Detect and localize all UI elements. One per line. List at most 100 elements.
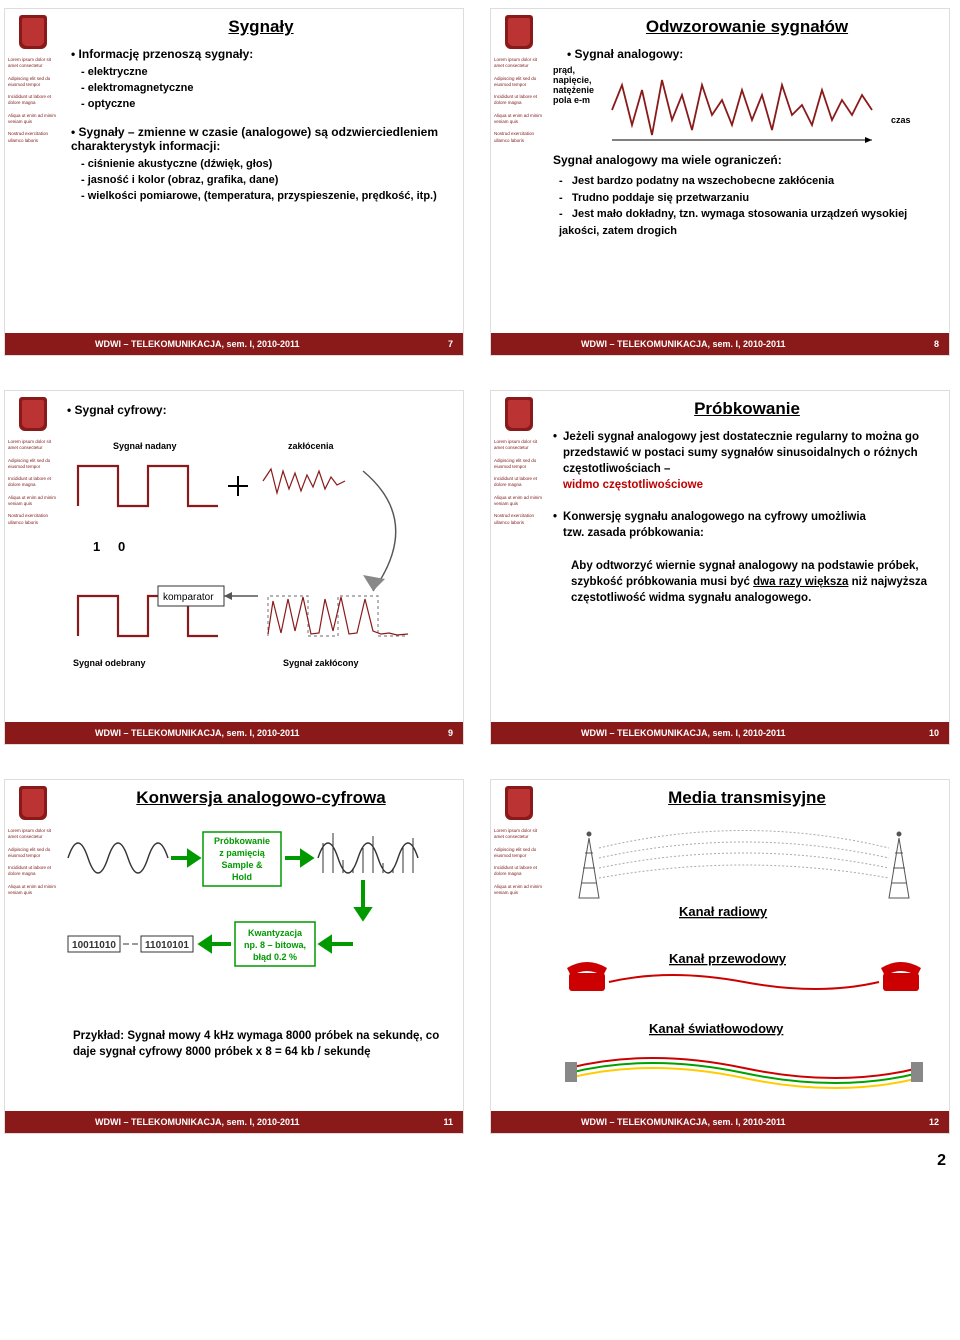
subhead: Sygnał cyfrowy: [67, 403, 459, 417]
slide-footer: WDWI – TELEKOMUNIKACJA, sem. I, 2010-201… [5, 333, 463, 355]
example-text: Przykład: Sygnał mowy 4 kHz wymaga 8000 … [63, 1028, 459, 1060]
tower-icon [579, 832, 599, 898]
slide-footer: WDWI – TELEKOMUNIKACJA, sem. I, 2010-201… [5, 1111, 463, 1133]
slide-9: Lorem ipsum dolor sit amet consectetur A… [4, 390, 464, 745]
slide-content: Media transmisyjne Kanał radi [549, 784, 945, 1111]
headline: Sygnały – zmienne w czasie (analogowe) s… [71, 125, 459, 153]
phone-icon [881, 962, 921, 991]
slide-number: 11 [443, 1117, 453, 1127]
slide-footer: WDWI – TELEKOMUNIKACJA, sem. I, 2010-201… [491, 722, 949, 744]
slide-number: 8 [934, 339, 939, 349]
slide-number: 9 [448, 728, 453, 738]
slide-title: Sygnały [63, 17, 459, 37]
slide-content: Sygnał cyfrowy: Sygnał nadany zakłócenia [63, 395, 459, 722]
slide-8: Lorem ipsum dolor sit amet consectetur A… [490, 8, 950, 356]
slide-sidebar: Lorem ipsum dolor sit amet consectetur A… [5, 391, 61, 722]
label-radio: Kanał radiowy [679, 904, 768, 919]
sidebar-filler-text: Lorem ipsum dolor sit amet consectetur A… [5, 824, 61, 906]
footer-text: WDWI – TELEKOMUNIKACJA, sem. I, 2010-201… [581, 728, 786, 738]
slide-7: Lorem ipsum dolor sit amet consectetur A… [4, 8, 464, 356]
analog-wave-chart [607, 65, 887, 145]
slide-number: 12 [929, 1117, 939, 1127]
plus-icon [228, 476, 248, 496]
headline: Informację przenoszą sygnały: [71, 47, 459, 61]
slide-content: Konwersja analogowo-cyfrowa Próbkowanie … [63, 784, 459, 1111]
label-fiber: Kanał światłowodowy [649, 1021, 784, 1036]
tower-icon [889, 832, 909, 898]
slide-12: Lorem ipsum dolor sit amet consectetur A… [490, 779, 950, 1134]
digital-signal-diagram: Sygnał nadany zakłócenia 1 0 Sygnał od [63, 421, 453, 711]
item: - elektryczne [81, 65, 459, 81]
slide-10: Lorem ipsum dolor sit amet consectetur A… [490, 390, 950, 745]
label-zero: 0 [118, 539, 125, 554]
slide-sidebar: Lorem ipsum dolor sit amet consectetur A… [491, 391, 547, 722]
item: - Trudno poddaje się przetwarzaniu [559, 190, 945, 207]
slide-footer: WDWI – TELEKOMUNIKACJA, sem. I, 2010-201… [5, 722, 463, 744]
item: - Jest mało dokładny, tzn. wymaga stosow… [559, 206, 945, 239]
page-number: 2 [0, 1142, 960, 1174]
phone-icon [567, 962, 607, 991]
binary-1: 10011010 [72, 940, 116, 951]
svg-text:z pamięcią: z pamięcią [219, 848, 266, 858]
svg-text:Kwantyzacja: Kwantyzacja [248, 928, 303, 938]
paragraph: Aby odtworzyć wiernie sygnał analogowy n… [567, 558, 937, 606]
svg-text:błąd 0.2 %: błąd 0.2 % [253, 952, 297, 962]
binary-2: 11010101 [145, 940, 189, 951]
svg-text:Sample &: Sample & [221, 860, 263, 870]
footer-text: WDWI – TELEKOMUNIKACJA, sem. I, 2010-201… [95, 728, 300, 738]
slide-sidebar: Lorem ipsum dolor sit amet consectetur A… [5, 9, 61, 333]
slide-sidebar: Lorem ipsum dolor sit amet consectetur A… [5, 780, 61, 1111]
media-diagram: Kanał radiowy Kanał przewodowy Kanał świ… [549, 818, 944, 1098]
label-one: 1 [93, 539, 100, 554]
subhead: Sygnał analogowy: [567, 47, 945, 61]
footer-text: WDWI – TELEKOMUNIKACJA, sem. I, 2010-201… [581, 339, 786, 349]
crest-icon [19, 397, 47, 431]
slide-title: Konwersja analogowo-cyfrowa [63, 788, 459, 808]
svg-text:np. 8 – bitowa,: np. 8 – bitowa, [244, 940, 306, 950]
label-zaklocenia: zakłócenia [288, 441, 335, 451]
slide-title: Odwzorowanie sygnałów [549, 17, 945, 37]
item: - elektromagnetyczne [81, 81, 459, 97]
sidebar-filler-text: Lorem ipsum dolor sit amet consectetur A… [491, 435, 547, 536]
slide-number: 10 [929, 728, 939, 738]
footer-text: WDWI – TELEKOMUNIKACJA, sem. I, 2010-201… [581, 1117, 786, 1127]
sidebar-filler-text: Lorem ipsum dolor sit amet consectetur A… [491, 824, 547, 906]
item: - wielkości pomiarowe, (temperatura, prz… [81, 189, 459, 205]
crest-icon [19, 15, 47, 49]
item: - Jest bardzo podatny na wszechobecne za… [559, 173, 945, 190]
paragraph: Konwersję sygnału analogowego na cyfrowy… [563, 509, 866, 541]
slide-title: Media transmisyjne [549, 788, 945, 808]
label-komparator: komparator [163, 592, 214, 603]
svg-text:Próbkowanie: Próbkowanie [214, 836, 270, 846]
slide-title: Próbkowanie [549, 399, 945, 419]
slide-content: Sygnały Informację przenoszą sygnały: - … [63, 13, 459, 333]
x-axis-label: czas [891, 115, 911, 125]
item: - ciśnienie akustyczne (dźwięk, głos) [81, 157, 459, 173]
slide-footer: WDWI – TELEKOMUNIKACJA, sem. I, 2010-201… [491, 1111, 949, 1133]
label-nadany: Sygnał nadany [113, 441, 177, 451]
footer-text: WDWI – TELEKOMUNIKACJA, sem. I, 2010-201… [95, 339, 300, 349]
slide-number: 7 [448, 339, 453, 349]
slide-footer: WDWI – TELEKOMUNIKACJA, sem. I, 2010-201… [491, 333, 949, 355]
slide-11: Lorem ipsum dolor sit amet consectetur A… [4, 779, 464, 1134]
slide-content: Próbkowanie • Jeżeli sygnał analogowy je… [549, 395, 945, 722]
crest-icon [19, 786, 47, 820]
crest-icon [505, 397, 533, 431]
item: - optyczne [81, 97, 459, 113]
subhead: Sygnał analogowy ma wiele ograniczeń: [549, 153, 945, 167]
label-odebrany: Sygnał odebrany [73, 658, 146, 668]
crest-icon [505, 786, 533, 820]
footer-text: WDWI – TELEKOMUNIKACJA, sem. I, 2010-201… [95, 1117, 300, 1127]
y-axis-label: prąd, napięcie, natężenie pola e-m [553, 65, 603, 105]
label-wire: Kanał przewodowy [669, 951, 787, 966]
paragraph: Jeżeli sygnał analogowy jest dostateczni… [563, 429, 937, 493]
crest-icon [505, 15, 533, 49]
conversion-diagram: Próbkowanie z pamięcią Sample & Hold [63, 818, 458, 1028]
item: - jasność i kolor (obraz, grafika, dane) [81, 173, 459, 189]
svg-text:Hold: Hold [232, 872, 252, 882]
sidebar-filler-text: Lorem ipsum dolor sit amet consectetur A… [491, 53, 547, 154]
sidebar-filler-text: Lorem ipsum dolor sit amet consectetur A… [5, 53, 61, 154]
slide-sidebar: Lorem ipsum dolor sit amet consectetur A… [491, 780, 547, 1111]
sidebar-filler-text: Lorem ipsum dolor sit amet consectetur A… [5, 435, 61, 536]
slide-content: Odwzorowanie sygnałów Sygnał analogowy: … [549, 13, 945, 333]
